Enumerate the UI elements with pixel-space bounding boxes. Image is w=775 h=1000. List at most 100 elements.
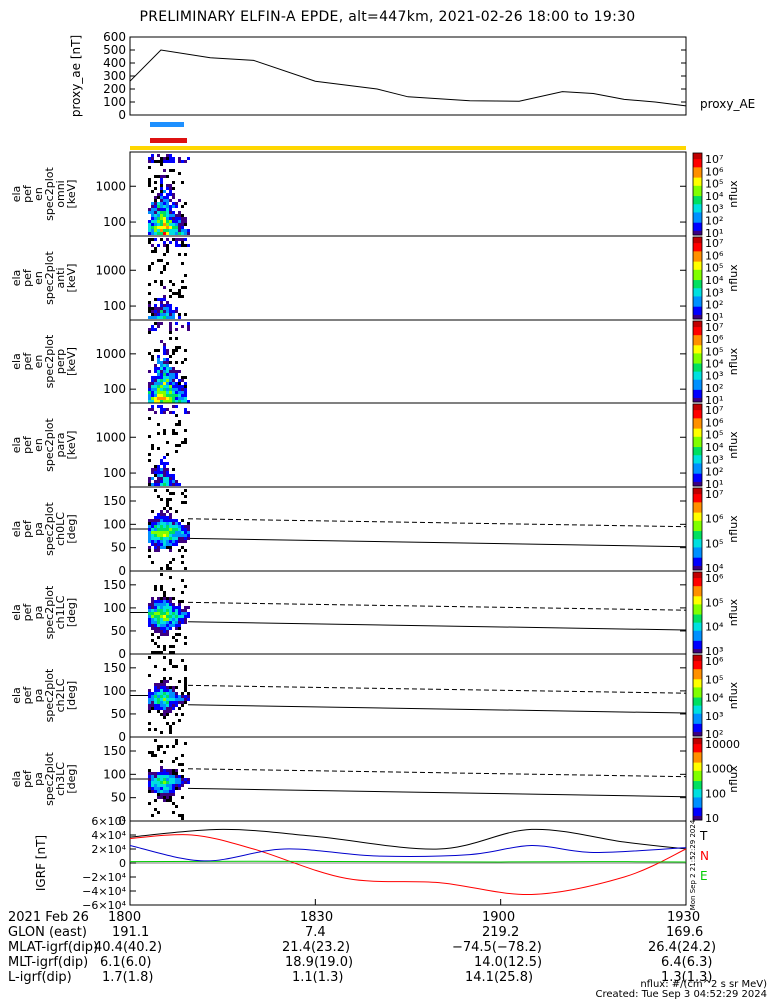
spectrogram-cell bbox=[181, 217, 184, 220]
spectrogram-cell bbox=[172, 665, 175, 668]
spectrogram-cell bbox=[157, 525, 160, 528]
spectrogram-cell bbox=[172, 525, 175, 528]
spectrogram-cell bbox=[181, 775, 184, 778]
spectrogram-cell bbox=[160, 408, 163, 411]
spectrogram-cell bbox=[151, 754, 154, 757]
spectrogram-ylabel: spec2plot bbox=[43, 167, 56, 221]
colorbar-segment bbox=[693, 744, 702, 747]
spectrogram-cell bbox=[184, 567, 187, 570]
spectrogram-cell bbox=[166, 772, 169, 775]
spectrogram-cell bbox=[160, 367, 163, 370]
spectrogram-cell bbox=[166, 796, 169, 799]
spectrogram-cell bbox=[163, 391, 166, 394]
spectrogram-cell bbox=[151, 707, 154, 710]
footer-mlt-v1: 18.9(19.0) bbox=[285, 955, 354, 970]
spectrogram-cell bbox=[160, 683, 163, 686]
colorbar-segment bbox=[693, 253, 702, 256]
spectrogram-cell bbox=[163, 796, 166, 799]
spectrogram-cell bbox=[157, 683, 160, 686]
spectrogram-cell bbox=[160, 707, 163, 710]
colorbar-tick-label: 10⁵ bbox=[705, 345, 723, 358]
spectrogram-cell bbox=[154, 411, 157, 414]
colorbar-segment bbox=[693, 155, 702, 158]
spectrogram-cell bbox=[160, 220, 163, 223]
colorbar-label: nflux bbox=[727, 180, 740, 208]
colorbar-segment bbox=[693, 729, 702, 733]
colorbar-tick-label: 10² bbox=[705, 728, 723, 741]
spectrogram-cell bbox=[157, 695, 160, 698]
colorbar-tick-label: 10⁵ bbox=[705, 178, 723, 191]
spectrogram-cell bbox=[169, 199, 172, 202]
colorbar-segment bbox=[693, 275, 702, 279]
spectrogram-cell bbox=[184, 202, 187, 205]
spectrogram-cell bbox=[172, 745, 175, 748]
spectrogram-cell bbox=[169, 624, 172, 627]
colorbar-segment bbox=[693, 461, 702, 464]
spectrogram-cell bbox=[181, 286, 184, 289]
colorbar-segment bbox=[693, 298, 702, 302]
spectrogram-cell bbox=[160, 784, 163, 787]
spectrogram-cell bbox=[169, 367, 172, 370]
spectrogram-cell bbox=[160, 609, 163, 612]
spectrogram-cell bbox=[157, 775, 160, 778]
spectrogram-cell bbox=[169, 600, 172, 603]
colorbar-segment bbox=[693, 416, 702, 419]
spectrogram-cell bbox=[178, 223, 181, 226]
spectrogram-cell bbox=[154, 707, 157, 710]
colorbar-segment bbox=[693, 524, 702, 528]
spectrogram-cell bbox=[178, 346, 181, 349]
colorbar-segment bbox=[693, 642, 702, 646]
spectrogram-cell bbox=[181, 325, 184, 328]
spectrogram-cell bbox=[160, 745, 163, 748]
spectrogram-cell bbox=[166, 379, 169, 382]
spectrogram-cell bbox=[157, 379, 160, 382]
spectrogram-cell bbox=[166, 510, 169, 513]
footer-mlat-v3: 26.4(24.2) bbox=[648, 940, 717, 955]
colorbar-segment bbox=[693, 245, 702, 248]
spectrogram-cell bbox=[148, 229, 151, 232]
spectrogram-cell bbox=[151, 483, 154, 486]
spectrogram-cell bbox=[160, 537, 163, 540]
spectrogram-cell bbox=[160, 769, 163, 772]
colorbar-segment bbox=[693, 391, 702, 395]
spectrogram-cell bbox=[181, 280, 184, 283]
spectrogram-cell bbox=[154, 465, 157, 468]
spectrogram-cell bbox=[163, 701, 166, 704]
spectrogram-cell bbox=[172, 169, 175, 172]
spectrogram-cell bbox=[184, 612, 187, 615]
spectrogram-cell bbox=[181, 609, 184, 612]
loss-cone-line bbox=[187, 537, 687, 548]
spectrogram-cell bbox=[166, 468, 169, 471]
colorbar-segment bbox=[693, 161, 702, 164]
spectrogram-cell bbox=[178, 160, 181, 163]
spectrogram-cell bbox=[166, 501, 169, 504]
spectrogram-cell bbox=[181, 379, 184, 382]
spectrogram-cell bbox=[163, 465, 166, 468]
spectrogram-cell bbox=[154, 489, 157, 492]
spectrogram-cell bbox=[184, 238, 187, 241]
colorbar-segment bbox=[693, 393, 702, 397]
science-zone-bar-blue bbox=[150, 122, 184, 127]
colorbar-segment bbox=[693, 167, 702, 170]
spectrogram-cell bbox=[154, 483, 157, 486]
spectrogram-frame bbox=[129, 151, 687, 237]
spectrogram-cell bbox=[181, 612, 184, 615]
spectrogram-cell bbox=[151, 627, 154, 630]
spectrogram-ylabel: en bbox=[32, 438, 45, 452]
spectrogram-cell bbox=[163, 370, 166, 373]
spectrogram-cell bbox=[175, 480, 178, 483]
colorbar-tick-label: 10⁵ bbox=[705, 429, 723, 442]
spectrogram-cell bbox=[178, 525, 181, 528]
spectrogram-cell bbox=[148, 331, 151, 334]
colorbar-segment bbox=[693, 316, 702, 320]
spectrogram-cell bbox=[175, 385, 178, 388]
spectrogram-cell bbox=[175, 391, 178, 394]
spectrogram-cell bbox=[181, 244, 184, 247]
spectrogram-cell bbox=[151, 561, 154, 564]
colorbar-segment bbox=[693, 663, 702, 666]
colorbar-segment bbox=[693, 200, 702, 203]
spectrogram-cell bbox=[172, 391, 175, 394]
spectrogram-cell bbox=[157, 361, 160, 364]
spectrogram-cell bbox=[172, 636, 175, 639]
spectrogram-cell bbox=[163, 751, 166, 754]
